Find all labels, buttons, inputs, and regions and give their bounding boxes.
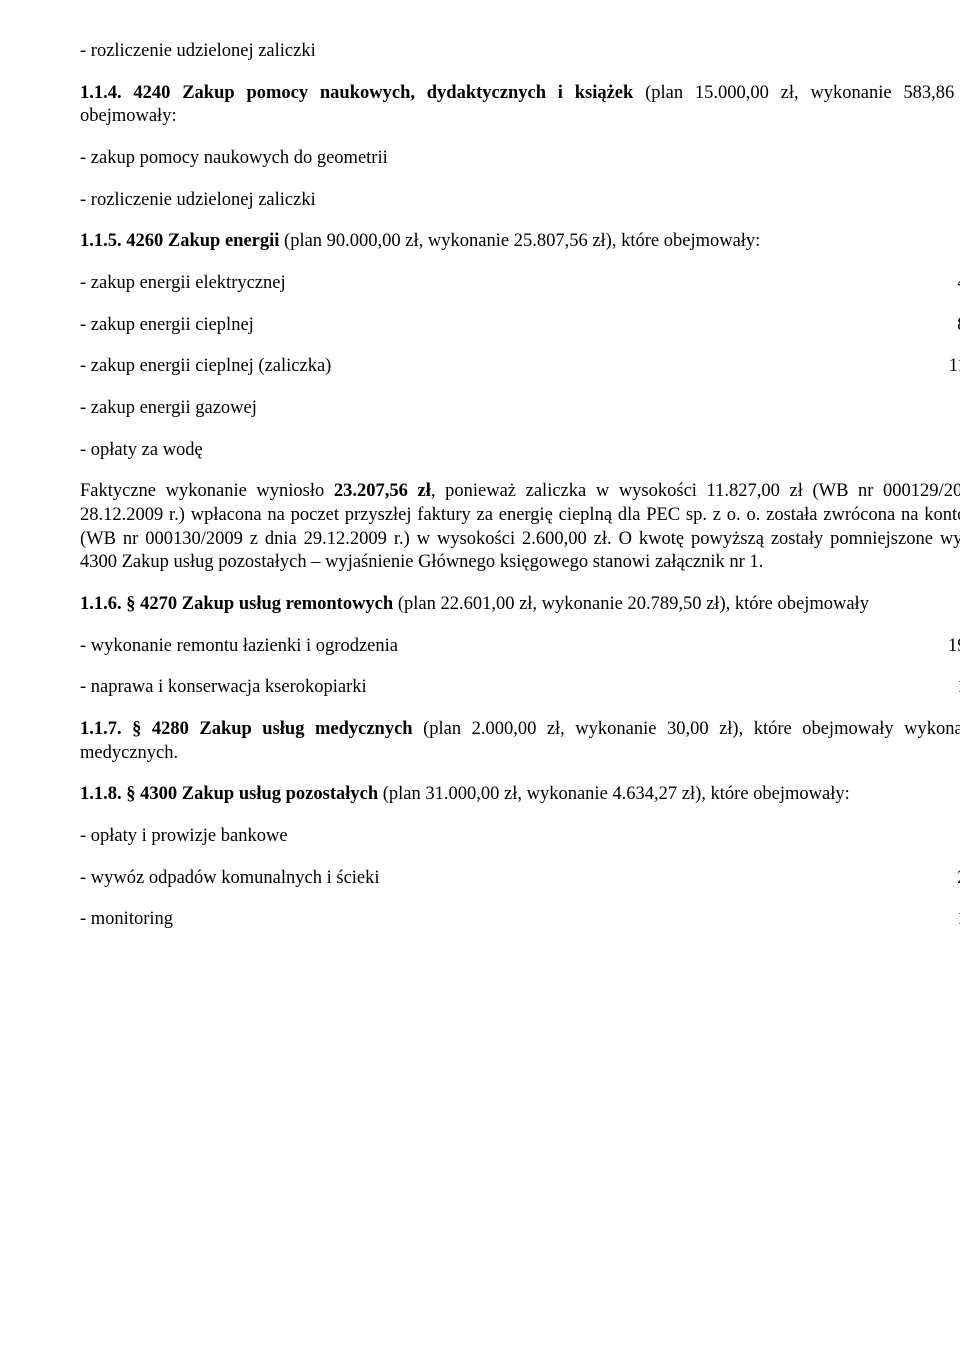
- item-label: - naprawa i konserwacja kserokopiarki: [80, 676, 957, 700]
- item-amount: 19.600,00 zł: [948, 635, 960, 659]
- item-label: - rozliczenie udzielonej zaliczki: [80, 40, 960, 64]
- item-label: - opłaty za wodę: [80, 439, 960, 463]
- item-label: - opłaty i prowizje bankowe: [80, 825, 960, 849]
- line-item: - wykonanie remontu łazienki i ogrodzeni…: [80, 635, 960, 659]
- section-heading-1-1-7: 1.1.7. § 4280 Zakup usług medycznych (pl…: [80, 718, 960, 765]
- section-heading-bold: 1.1.5. 4260 Zakup energii: [80, 231, 279, 251]
- line-item: - opłaty i prowizje bankowe 442,98 zł: [80, 825, 960, 849]
- line-item: - rozliczenie udzielonej zaliczki - 100,…: [80, 40, 960, 64]
- section-heading-bold: 1.1.8. § 4300 Zakup usług pozostałych: [80, 784, 378, 804]
- line-item: - wywóz odpadów komunalnych i ścieki 2.5…: [80, 867, 960, 891]
- section-heading-bold: 1.1.7. § 4280 Zakup usług medycznych: [80, 719, 413, 739]
- line-item: - zakup energii elektrycznej 4.630,89 zł: [80, 272, 960, 296]
- section-heading-rest: (plan 22.601,00 zł, wykonanie 20.789,50 …: [393, 594, 869, 614]
- section-heading-1-1-4: 1.1.4. 4240 Zakup pomocy naukowych, dyda…: [80, 82, 960, 129]
- item-label: - monitoring: [80, 908, 957, 932]
- item-label: - wykonanie remontu łazienki i ogrodzeni…: [80, 635, 948, 659]
- line-item: - rozliczenie udzielonej zaliczki – 13,0…: [80, 189, 960, 213]
- item-label: - wywóz odpadów komunalnych i ścieki: [80, 867, 957, 891]
- line-item: - naprawa i konserwacja kserokopiarki 1.…: [80, 676, 960, 700]
- section-heading-rest: (plan 31.000,00 zł, wykonanie 4.634,27 z…: [378, 784, 850, 804]
- section-heading-bold: 1.1.4. 4240 Zakup pomocy naukowych, dyda…: [80, 83, 633, 103]
- item-label: - rozliczenie udzielonej zaliczki: [80, 189, 960, 213]
- item-label: - zakup energii elektrycznej: [80, 272, 957, 296]
- item-label: - zakup energii cieplnej: [80, 314, 957, 338]
- explanatory-paragraph: Faktyczne wykonanie wyniosło 23.207,56 z…: [80, 480, 960, 575]
- line-item: - zakup energii cieplnej 8.921,01 zł: [80, 314, 960, 338]
- item-label: - zakup energii cieplnej (zaliczka): [80, 355, 949, 379]
- section-heading-1-1-8: 1.1.8. § 4300 Zakup usług pozostałych (p…: [80, 783, 960, 807]
- section-heading-1-1-5: 1.1.5. 4260 Zakup energii (plan 90.000,0…: [80, 230, 960, 254]
- item-label: - zakup energii gazowej: [80, 397, 960, 421]
- line-item: - monitoring 1.255,38 zł: [80, 908, 960, 932]
- section-heading-rest: (plan 90.000,00 zł, wykonanie 25.807,56 …: [279, 231, 760, 251]
- explain-pre: Faktyczne wykonanie wyniosło: [80, 481, 334, 501]
- section-heading-bold: 1.1.6. § 4270 Zakup usług remontowych: [80, 594, 393, 614]
- line-item: - zakup energii cieplnej (zaliczka) 11.8…: [80, 355, 960, 379]
- item-label: - zakup pomocy naukowych do geometrii: [80, 147, 960, 171]
- section-heading-1-1-6: 1.1.6. § 4270 Zakup usług remontowych (p…: [80, 593, 960, 617]
- line-item: - zakup pomocy naukowych do geometrii 59…: [80, 147, 960, 171]
- line-item: - opłaty za wodę 144,84 zł: [80, 439, 960, 463]
- line-item: - zakup energii gazowej 283,82 zł: [80, 397, 960, 421]
- page-number: 7: [80, 982, 960, 1006]
- explain-bold: 23.207,56 zł: [334, 481, 431, 501]
- item-amount: 11.827,00 zł: [949, 355, 960, 379]
